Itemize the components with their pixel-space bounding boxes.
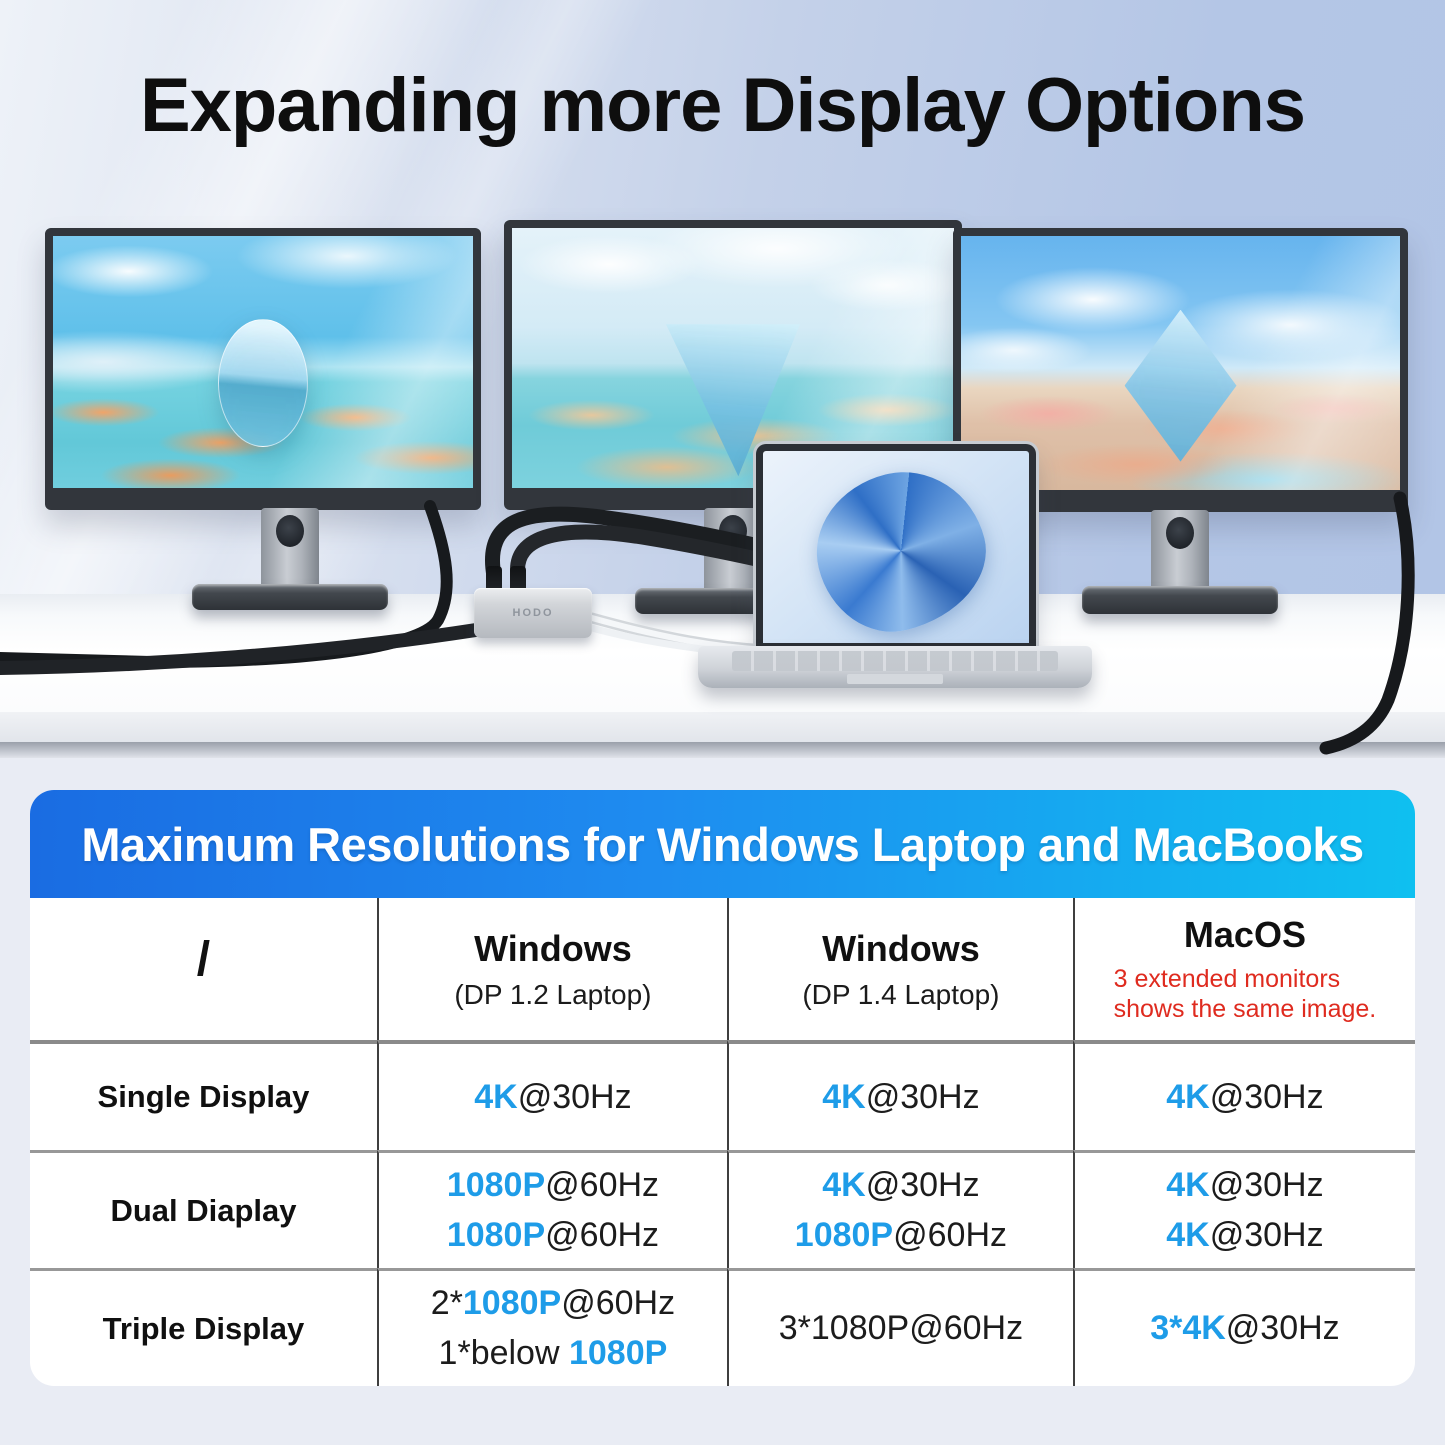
column-subtitle: (DP 1.4 Laptop) [802,978,1000,1010]
cell-single-macos: 4K@30Hz [1072,1040,1415,1150]
value-line: 1*below 1080P [439,1334,668,1373]
desk-front-edge [0,712,1445,742]
value-accent: 4K [1166,1077,1210,1116]
macos-note-line-2: shows the same image. [1113,995,1377,1023]
value-text: @30Hz [1209,1166,1324,1204]
monitor-middle-screen [504,220,962,510]
column-header-windows-dp14: Windows (DP 1.4 Laptop) [726,898,1073,1040]
value-text: @30Hz [1209,1077,1324,1116]
value-text: 3*1080P@60Hz [778,1309,1024,1347]
resolution-table: / Windows (DP 1.2 Laptop) Windows (DP 1.… [30,898,1415,1386]
value-line: 4K@30Hz [822,1166,979,1205]
cable-hole [719,515,747,547]
macos-note: 3 extended monitors shows the same image… [1114,964,1377,1025]
value-line: 1080P@60Hz [447,1166,659,1205]
table-title: Maximum Resolutions for Windows Laptop a… [81,817,1364,871]
value-text: @30Hz [1209,1216,1324,1254]
monitor-stand-neck [261,508,319,590]
row-label-single-display: Single Display [30,1040,377,1150]
value-accent: 4K [1166,1216,1210,1254]
cell-single-windows-dp14: 4K@30Hz [726,1040,1073,1150]
resolution-table-card: Maximum Resolutions for Windows Laptop a… [30,790,1415,1386]
value-line: 3*4K@30Hz [1150,1309,1340,1348]
macos-note-line-1: 3 extended monitors [1113,964,1341,993]
cell-single-windows-dp12: 4K@30Hz [376,1040,727,1150]
column-header-category: / [30,898,377,1040]
laptop-base [698,646,1092,688]
cell-dual-windows-dp14: 4K@30Hz 1080P@60Hz [726,1150,1073,1268]
value-accent: 1080P [446,1166,546,1204]
value-line: 4K@30Hz [1166,1166,1323,1205]
column-header-macos: MacOS 3 extended monitors shows the same… [1072,898,1415,1040]
value-line: 1080P@60Hz [447,1216,659,1255]
value-text: @30Hz [1225,1309,1340,1347]
value-accent: 4K [1166,1166,1210,1204]
value-text: @60Hz [545,1166,660,1204]
value-line: 4K@30Hz [1166,1216,1323,1255]
value-line: 4K@30Hz [474,1078,631,1117]
value-accent: 4K [822,1077,866,1116]
cell-triple-windows-dp12: 2*1080P@60Hz 1*below 1080P [376,1268,727,1386]
value-text: @30Hz [517,1077,632,1116]
value-text: @60Hz [893,1216,1008,1254]
cell-triple-macos: 3*4K@30Hz [1072,1268,1415,1386]
monitor-left [45,228,481,612]
value-accent: 4K [822,1166,866,1204]
column-title: Windows [474,927,632,969]
value-text: @60Hz [561,1284,676,1322]
value-accent: 3*4K [1150,1309,1226,1347]
value-line: 3*1080P@60Hz [779,1309,1023,1348]
desk-shadow [0,742,1445,758]
column-title: Windows [822,927,980,969]
monitor-stand-base [1082,586,1278,614]
hub-body: HODO [474,588,592,638]
cell-dual-windows-dp12: 1080P@60Hz 1080P@60Hz [376,1150,727,1268]
value-line: 4K@30Hz [822,1078,979,1117]
value-text: @30Hz [865,1077,980,1116]
value-accent: 1080P [568,1334,668,1372]
cell-triple-windows-dp14: 3*1080P@60Hz [726,1268,1073,1386]
usb-c-hub: HODO [474,562,592,638]
row-label-dual-display: Dual Diaplay [30,1150,377,1268]
value-accent: 1080P [446,1216,546,1254]
value-text: @30Hz [865,1166,980,1204]
hub-brand-label: HODO [512,607,554,619]
value-accent: 1080P [462,1284,562,1322]
monitor-stand-base [192,584,388,610]
hero-title: Expanding more Display Options [139,63,1306,148]
wallpaper-landscape [53,236,473,488]
hero-scene: Expanding more Display Options [0,0,1445,758]
monitor-left-screen [45,228,481,510]
cable-hole [276,515,304,547]
value-accent: 4K [474,1077,518,1116]
column-subtitle: (DP 1.2 Laptop) [454,978,652,1010]
monitor-stand-neck [1151,510,1209,592]
monitor-stand-neck [704,508,762,594]
laptop-screen [756,444,1036,650]
table-title-banner: Maximum Resolutions for Windows Laptop a… [30,790,1415,898]
laptop-touchpad [847,674,943,684]
column-header-windows-dp12: Windows (DP 1.2 Laptop) [376,898,727,1040]
value-text: @60Hz [545,1216,660,1254]
row-label-triple-display: Triple Display [30,1268,377,1386]
cable-hole [1166,517,1194,549]
value-accent: 1080P [794,1216,894,1254]
value-line: 4K@30Hz [1166,1078,1323,1117]
cell-dual-macos: 4K@30Hz 4K@30Hz [1072,1150,1415,1268]
laptop-keyboard [732,651,1058,671]
column-title: MacOS [1183,913,1306,955]
ellipse-prism [218,319,308,448]
value-text: 1*below [438,1334,569,1372]
value-line: 2*1080P@60Hz [431,1284,675,1323]
slash-placeholder: / [196,932,211,986]
value-text: 2* [430,1284,463,1322]
windows-bloom-wallpaper [800,454,1002,643]
value-line: 1080P@60Hz [795,1216,1007,1255]
